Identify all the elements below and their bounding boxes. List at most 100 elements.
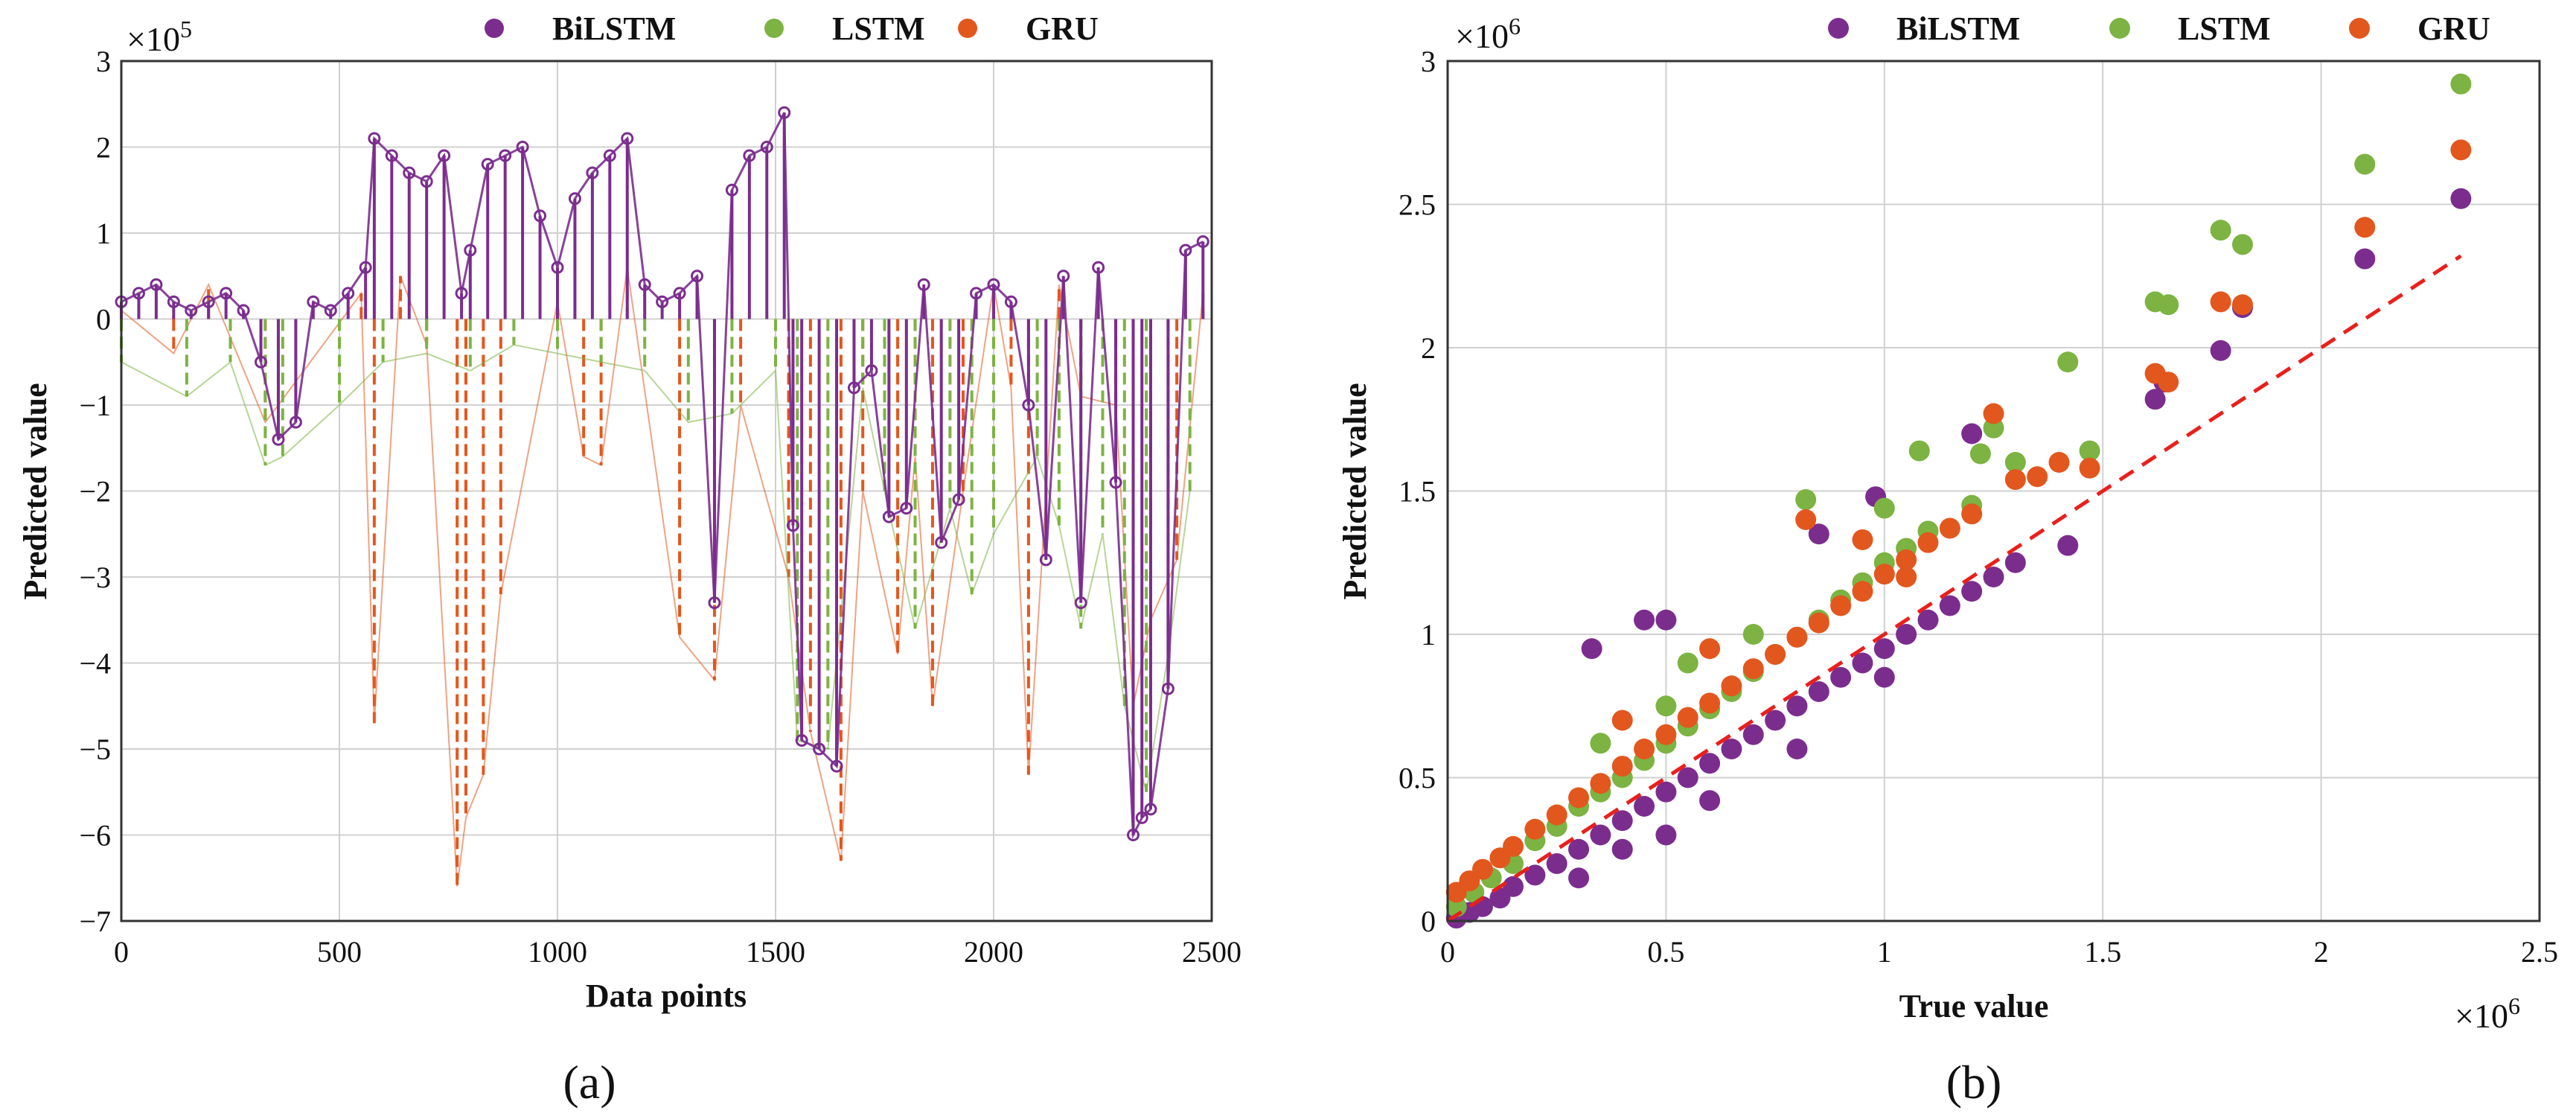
panel-b-y-tick-label: 0.5 — [1399, 762, 1436, 795]
panel-b-gru-point — [1795, 509, 1817, 530]
panel-a-y-tick-label: −6 — [79, 819, 111, 852]
panel-a-bilstm-marker — [255, 355, 268, 369]
panel-a-x-tick-label: 1500 — [746, 935, 805, 969]
panel-a-bilstm-marker — [324, 304, 337, 317]
panel-b-bilstm-point — [1742, 724, 1764, 745]
panel-a-bilstm-marker — [952, 493, 965, 506]
panel-b-x-tick-label: 2 — [2314, 935, 2329, 969]
panel-a-x-tick-label: 1000 — [528, 935, 587, 969]
panel-b-gru-point — [1873, 564, 1895, 585]
panel-b-lstm-point — [1908, 440, 1930, 462]
panel-b-gru-point — [1830, 595, 1852, 616]
panel-b-y-tick-label: 2 — [1421, 331, 1436, 365]
legend-gru-label: GRU — [2417, 10, 2490, 47]
panel-b-gru-point — [1590, 773, 1611, 794]
panel-a-bilstm-marker — [691, 270, 704, 283]
panel-a-line-chart: 0 500 1000 1500 2000 2500 −7−6−5−4−3−2−10123 … — [17, 10, 1241, 1109]
panel-b-x-tick-label: 0.5 — [1647, 935, 1684, 969]
panel-b-bilstm-point — [1808, 681, 1829, 702]
legend-lstm-marker — [764, 19, 784, 38]
legend-gru-marker — [958, 19, 977, 38]
panel-b-gru-point — [1471, 858, 1493, 880]
panel-b-gru-point — [2004, 469, 2026, 491]
panel-a-bilstm-marker — [1092, 261, 1105, 274]
panel-b-lstm-point — [2079, 440, 2100, 462]
panel-a-bilstm-marker — [882, 510, 895, 523]
panel-a-bilstm-marker — [481, 158, 494, 171]
panel-a-bilstm-marker — [359, 261, 372, 274]
panel-b-bilstm-point — [1611, 810, 1633, 832]
panel-b-caption: (b) — [1946, 1056, 2002, 1109]
legend-lstm-label: LSTM — [2178, 10, 2271, 47]
panel-a-bilstm-marker — [1074, 596, 1087, 610]
panel-a-y-tick-label: −3 — [79, 561, 111, 594]
panel-a-y-tick-label: 2 — [96, 131, 111, 165]
panel-b-bilstm-point — [1699, 790, 1721, 812]
panel-b-gru-point — [1917, 532, 1939, 553]
panel-a-bilstm-marker — [220, 287, 233, 300]
legend-lstm-label: LSTM — [832, 10, 925, 47]
panel-b-x-tick-label: 0 — [1440, 935, 1455, 969]
panel-b-x-tick-label: 1 — [1877, 935, 1892, 969]
panel-a-bilstm-marker — [403, 166, 416, 179]
panel-b-x-tick-label: 1.5 — [2084, 935, 2121, 969]
panel-a-legend-item-lstm[interactable]: LSTM — [764, 10, 925, 47]
panel-b-gru-point — [1699, 692, 1721, 714]
panel-a-bilstm-marker — [150, 278, 163, 291]
panel-b-bilstm-point — [1961, 423, 1983, 444]
panel-a-bilstm-marker — [438, 149, 451, 162]
panel-b-legend-item-lstm[interactable]: LSTM — [2109, 10, 2271, 47]
panel-a-bilstm-marker — [917, 278, 930, 291]
panel-a-bilstm-marker — [385, 149, 398, 162]
panel-a-y-tick-label: 1 — [96, 217, 111, 250]
panel-a-gru-line — [121, 267, 1204, 887]
panel-b-gru-point — [2048, 452, 2070, 473]
panel-b-y-tick-label: 1.5 — [1399, 475, 1436, 509]
panel-b-bilstm-point — [1808, 523, 1829, 545]
legend-bilstm-marker — [1828, 18, 1849, 39]
panel-a-caption: (a) — [563, 1056, 616, 1109]
panel-a-bilstm-marker — [307, 295, 320, 308]
panel-b-bilstm-point — [1546, 853, 1567, 874]
legend-bilstm-label: BiLSTM — [552, 10, 676, 47]
panel-b-bilstm-point — [2144, 389, 2166, 410]
panel-b-gru-point — [1939, 517, 1960, 539]
panel-b-y-multiplier: ×106 — [1455, 13, 1521, 55]
panel-a-bilstm-marker — [778, 106, 791, 119]
panel-b-gru-point — [2450, 139, 2472, 161]
panel-a-bilstm-marker — [1109, 476, 1122, 489]
panel-b-legend-item-gru[interactable]: GRU — [2349, 10, 2490, 47]
panel-a-legend: BiLSTM LSTM GRU — [485, 10, 1099, 47]
panel-b-legend-item-bilstm[interactable]: BiLSTM — [1828, 10, 2020, 47]
panel-b-reference-line — [1446, 254, 2462, 923]
panel-b-frame — [1446, 60, 2541, 922]
panel-b-lstm-point — [1655, 695, 1677, 717]
panel-b-bilstm-point — [2004, 552, 2026, 573]
panel-b-gru-point — [1983, 403, 2004, 424]
panel-b-gru-point — [1742, 658, 1764, 680]
panel-b-bilstm-point — [1873, 666, 1895, 688]
panel-a-legend-item-gru[interactable]: GRU — [958, 10, 1099, 47]
panel-b-bilstm-point — [1568, 867, 1590, 889]
panel-b-legend: BiLSTM LSTM GRU — [1828, 10, 2490, 47]
panel-a-bilstm-marker — [568, 192, 581, 205]
panel-a-x-tick-label: 2000 — [964, 935, 1023, 969]
panel-a-bilstm-marker — [1135, 811, 1148, 824]
panel-b-bilstm-point — [1852, 652, 1873, 674]
panel-a-bilstm-marker — [760, 141, 773, 153]
panel-a-bilstm-marker — [900, 502, 913, 515]
panel-b-bilstm-point — [1568, 838, 1590, 860]
panel-b-bilstm-point — [1830, 666, 1852, 688]
panel-a-bilstm-marker — [795, 733, 808, 747]
panel-a-bilstm-marker — [132, 287, 145, 300]
panel-a-y-tick-label: 0 — [96, 303, 111, 337]
panel-b-lstm-point — [1873, 497, 1895, 519]
panel-a-bilstm-marker — [830, 759, 843, 773]
panel-a-bilstm-marker — [786, 519, 799, 532]
panel-a-bilstm-marker — [970, 287, 983, 300]
panel-b-points — [1445, 73, 2472, 929]
panel-a-bilstm-marker — [289, 415, 302, 429]
panel-a-legend-item-bilstm[interactable]: BiLSTM — [485, 10, 676, 47]
panel-b-lstm-point — [2354, 153, 2376, 175]
